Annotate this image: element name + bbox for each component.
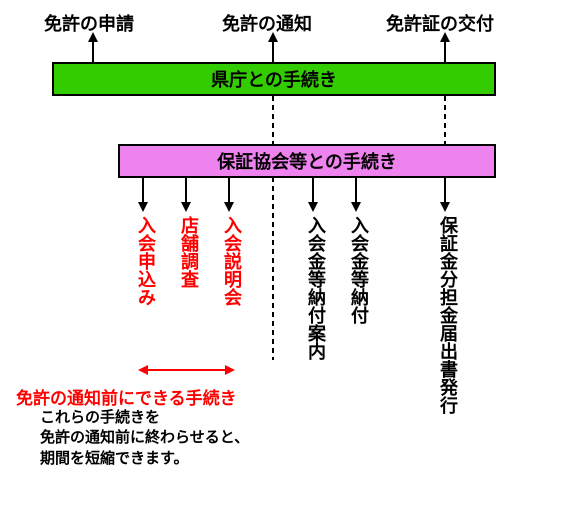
note-black: これらの手続きを 免許の通知前に終わらせると、 期間を短縮できます。	[40, 408, 249, 469]
box-association-label: 保証協会等との手続き	[217, 148, 397, 174]
vlabel-nofu: 入会金等納付	[346, 216, 372, 324]
vlabel-tenpo-chosa: 店舗調査	[176, 216, 202, 288]
label-apply: 免許の申請	[44, 10, 134, 36]
box-association: 保証協会等との手続き	[118, 144, 496, 178]
label-issue: 免許証の交付	[386, 10, 494, 36]
box-prefecture-label: 県庁との手続き	[211, 66, 337, 92]
vlabel-nofu-annai: 入会金等納付案内	[303, 216, 329, 360]
vlabel-nyukai-moshikomi: 入会申込み	[133, 216, 159, 306]
vlabel-todokede: 保証金分担金届出書発行	[435, 216, 461, 414]
vlabel-setsumeikai: 入会説明会	[219, 216, 245, 306]
label-notice: 免許の通知	[222, 10, 312, 36]
box-prefecture: 県庁との手続き	[52, 62, 496, 96]
note-red: 免許の通知前にできる手続き	[16, 384, 237, 409]
diagram-canvas: 免許の申請 免許の通知 免許証の交付 県庁との手続き 保証協会等との手続き 入会…	[0, 0, 561, 505]
